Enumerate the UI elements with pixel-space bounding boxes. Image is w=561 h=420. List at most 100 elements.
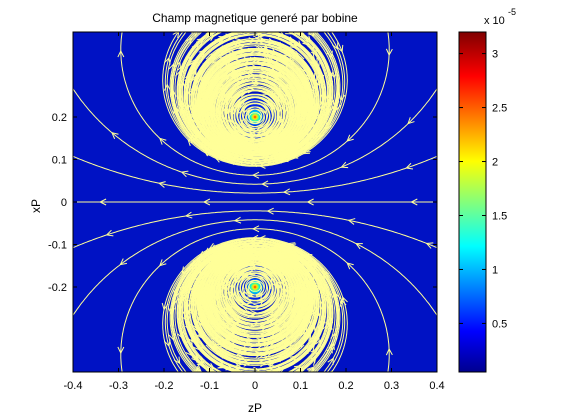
field-arrow <box>208 142 216 150</box>
field-arrow <box>98 198 107 206</box>
field-arrow <box>257 141 266 149</box>
field-arrow <box>174 61 182 69</box>
field-arrow <box>323 283 330 291</box>
field-arrow <box>247 342 255 350</box>
field-arrow <box>238 298 247 306</box>
field-arrow <box>227 152 235 160</box>
field-arrow <box>304 318 311 327</box>
field-arrow <box>264 253 272 260</box>
field-arrow <box>276 66 285 74</box>
field-arrow <box>163 339 171 348</box>
field-arrow <box>193 365 201 372</box>
field-arrow <box>260 337 269 345</box>
field-arrow <box>284 82 292 90</box>
field-arrow <box>239 47 248 55</box>
field-arrow <box>336 44 344 53</box>
field-arrow <box>275 282 283 291</box>
field-arrow <box>278 319 286 328</box>
field-arrow <box>322 272 330 281</box>
field-arrow <box>249 160 258 168</box>
x-tick-label: 0.1 <box>293 380 308 392</box>
field-arrow <box>324 109 331 118</box>
field-arrow <box>214 120 221 129</box>
field-arrow <box>253 366 261 372</box>
field-arrow <box>282 49 291 57</box>
field-arrow <box>259 151 268 159</box>
field-arrow <box>324 321 331 329</box>
field-arrow <box>221 251 230 258</box>
field-arrow <box>283 98 291 107</box>
field-arrow <box>300 306 307 315</box>
field-arrow <box>307 291 315 300</box>
field-arrow <box>275 254 284 261</box>
field-arrow <box>277 71 286 79</box>
field-arrow <box>117 49 125 58</box>
field-arrow <box>246 321 255 329</box>
field-arrow <box>407 117 415 125</box>
field-arrow <box>241 307 250 314</box>
field-arrow <box>105 229 114 237</box>
field-arrow <box>234 362 243 370</box>
field-arrow <box>280 85 288 93</box>
field-arrow <box>117 346 125 355</box>
field-arrow <box>249 236 258 244</box>
field-arrow <box>280 155 289 163</box>
field-arrow <box>199 127 207 135</box>
field-arrow <box>313 114 320 122</box>
field-arrow <box>158 181 166 188</box>
field-arrow <box>195 115 203 124</box>
field-arrow <box>197 356 205 364</box>
field-arrow <box>209 244 218 251</box>
field-arrow <box>305 74 313 83</box>
field-arrow <box>272 376 280 384</box>
field-arrow <box>305 124 313 132</box>
x-axis-label: zP <box>248 401 262 415</box>
field-arrow <box>304 253 313 260</box>
field-arrow <box>287 327 295 336</box>
field-arrow <box>268 134 277 142</box>
field-arrow <box>299 128 307 136</box>
field-arrow <box>198 82 205 91</box>
field-arrow <box>190 76 197 85</box>
field-arrow <box>273 269 281 277</box>
field-arrow <box>228 106 236 115</box>
field-arrow <box>220 62 229 70</box>
field-arrow <box>234 125 242 133</box>
field-arrow <box>270 151 279 158</box>
field-arrow <box>267 364 276 371</box>
field-arrow <box>186 338 193 347</box>
field-arrow <box>309 121 316 129</box>
field-arrow <box>222 285 230 294</box>
field-arrow <box>255 253 263 261</box>
field-arrow <box>304 273 312 281</box>
field-arrow <box>304 332 312 341</box>
field-arrow <box>202 61 210 69</box>
field-arrow <box>227 144 236 151</box>
field-arrow <box>280 151 289 158</box>
field-arrow <box>201 92 209 100</box>
field-arrow <box>179 106 187 115</box>
field-arrow <box>307 367 315 372</box>
field-arrow <box>249 56 258 64</box>
field-arrow <box>198 250 207 258</box>
field-arrow <box>191 352 199 361</box>
field-arrow <box>220 123 227 132</box>
field-arrow <box>190 310 197 319</box>
field-arrow <box>211 124 218 133</box>
field-arrow <box>180 108 187 117</box>
field-arrow <box>283 91 291 100</box>
field-arrow <box>240 256 249 264</box>
y-tick-label: -0.2 <box>48 282 67 294</box>
field-arrow <box>289 254 298 261</box>
field-arrow <box>293 365 302 372</box>
field-arrow <box>257 74 266 82</box>
field-arrow <box>274 251 283 258</box>
field-arrow <box>213 142 221 150</box>
field-arrow <box>287 264 296 273</box>
field-arrow <box>184 74 191 83</box>
field-arrow <box>282 347 291 355</box>
field-arrow <box>315 101 323 110</box>
field-arrow <box>251 320 260 328</box>
field-arrow <box>410 198 418 206</box>
field-arrow <box>325 122 332 130</box>
